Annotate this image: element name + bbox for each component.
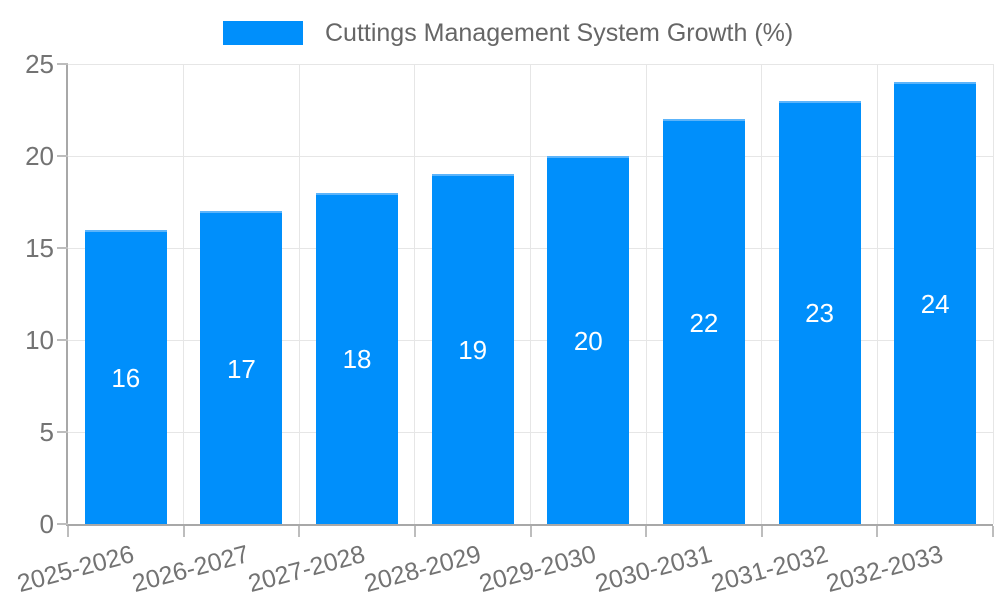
y-tick-mark — [57, 155, 68, 157]
y-tick-label: 0 — [39, 509, 54, 539]
y-tick-label: 25 — [25, 49, 54, 79]
bar-value-label: 19 — [458, 335, 488, 366]
gridline-x — [876, 64, 878, 524]
bar-value-label: 20 — [573, 326, 603, 356]
bar-2026-2027[interactable]: 17 — [200, 211, 283, 524]
legend-swatch — [223, 21, 303, 45]
x-tick-mark — [645, 526, 648, 537]
y-tick-mark — [57, 63, 68, 65]
bar-value-label: 18 — [342, 344, 372, 375]
y-tick-label: 15 — [25, 233, 54, 263]
x-tick-mark — [529, 526, 532, 537]
bar-value-label: 23 — [805, 298, 835, 329]
y-tick-mark — [57, 339, 68, 341]
x-tick-mark — [67, 526, 69, 537]
legend-label: Cuttings Management System Growth (%) — [325, 19, 794, 47]
bar-value-label: 17 — [226, 353, 256, 384]
bar-2025-2026[interactable]: 16 — [84, 229, 167, 524]
bar-2032-2033[interactable]: 24 — [894, 82, 977, 524]
x-tick-mark — [992, 526, 994, 537]
y-tick-mark — [57, 247, 68, 249]
gridline-x — [298, 64, 300, 524]
bar-value-label: 22 — [689, 307, 719, 338]
x-axis-line — [66, 524, 993, 526]
y-tick-label: 20 — [25, 141, 54, 171]
gridline-x — [414, 64, 416, 524]
x-tick-mark — [760, 526, 763, 537]
y-tick-label: 10 — [25, 325, 54, 355]
x-tick-mark — [876, 526, 879, 537]
bar-2027-2028[interactable]: 18 — [316, 192, 399, 524]
gridline-x — [530, 64, 531, 524]
x-tick-mark — [298, 526, 301, 537]
bar-value-label: 24 — [920, 289, 950, 320]
y-tick-label: 5 — [39, 417, 54, 447]
bar-value-label: 16 — [111, 362, 141, 393]
y-axis-line — [66, 64, 68, 526]
y-tick-mark — [57, 523, 68, 525]
y-tick-mark — [57, 431, 68, 433]
x-tick-mark — [413, 526, 416, 537]
x-tick-mark — [182, 526, 185, 537]
gridline-x — [183, 64, 185, 524]
gridline-x — [645, 64, 647, 524]
gridline-x — [992, 64, 994, 524]
legend[interactable]: Cuttings Management System Growth (%) — [223, 19, 793, 47]
bar-2028-2029[interactable]: 19 — [431, 174, 514, 524]
gridline-x — [761, 64, 763, 524]
bar-2031-2032[interactable]: 23 — [778, 100, 861, 524]
bar-2029-2030[interactable]: 20 — [547, 156, 630, 524]
bar-2030-2031[interactable]: 22 — [662, 119, 745, 524]
